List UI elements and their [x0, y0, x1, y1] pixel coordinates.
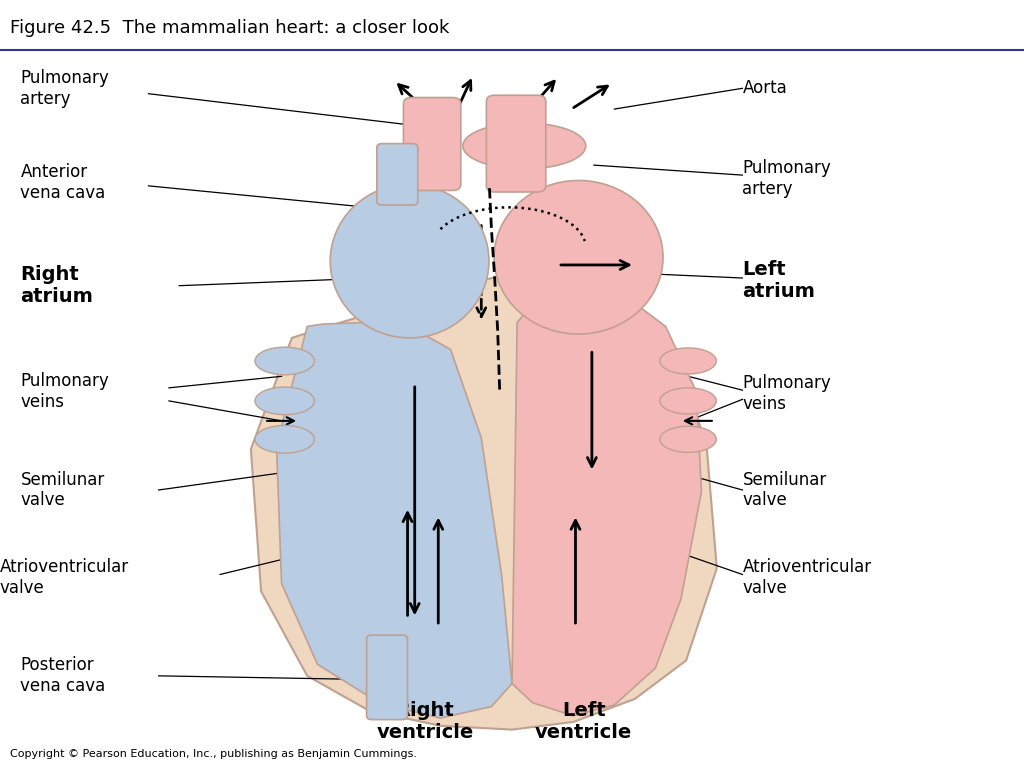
FancyBboxPatch shape — [403, 98, 461, 190]
Text: Pulmonary
veins: Pulmonary veins — [742, 374, 831, 412]
Ellipse shape — [255, 347, 314, 375]
Text: Semilunar
valve: Semilunar valve — [742, 471, 826, 509]
Text: Copyright © Pearson Education, Inc., publishing as Benjamin Cummings.: Copyright © Pearson Education, Inc., pub… — [10, 749, 417, 759]
Text: Pulmonary
artery: Pulmonary artery — [20, 69, 110, 108]
Ellipse shape — [463, 123, 586, 169]
Polygon shape — [251, 273, 717, 730]
Text: Pulmonary
veins: Pulmonary veins — [20, 372, 110, 411]
Polygon shape — [512, 284, 701, 716]
Text: Right
ventricle: Right ventricle — [377, 701, 473, 743]
Ellipse shape — [494, 180, 664, 334]
Text: Anterior
vena cava: Anterior vena cava — [20, 164, 105, 202]
Text: Pulmonary
artery: Pulmonary artery — [742, 159, 831, 197]
Ellipse shape — [660, 388, 717, 414]
Text: Left
atrium: Left atrium — [742, 260, 815, 301]
Text: Atrioventricular
valve: Atrioventricular valve — [742, 558, 871, 597]
Text: Right
atrium: Right atrium — [20, 265, 93, 306]
Text: Aorta: Aorta — [742, 79, 787, 98]
Text: Figure 42.5  The mammalian heart: a closer look: Figure 42.5 The mammalian heart: a close… — [10, 19, 450, 37]
Text: Left
ventricle: Left ventricle — [536, 701, 632, 743]
FancyBboxPatch shape — [377, 144, 418, 205]
Text: Semilunar
valve: Semilunar valve — [20, 471, 104, 509]
FancyBboxPatch shape — [367, 635, 408, 720]
Ellipse shape — [660, 348, 717, 374]
Text: Atrioventricular
valve: Atrioventricular valve — [0, 558, 129, 597]
Text: Posterior
vena cava: Posterior vena cava — [20, 657, 105, 695]
Ellipse shape — [330, 184, 489, 338]
Polygon shape — [276, 323, 512, 718]
Ellipse shape — [660, 426, 717, 452]
Ellipse shape — [255, 425, 314, 453]
Ellipse shape — [255, 387, 314, 415]
FancyBboxPatch shape — [486, 95, 546, 192]
